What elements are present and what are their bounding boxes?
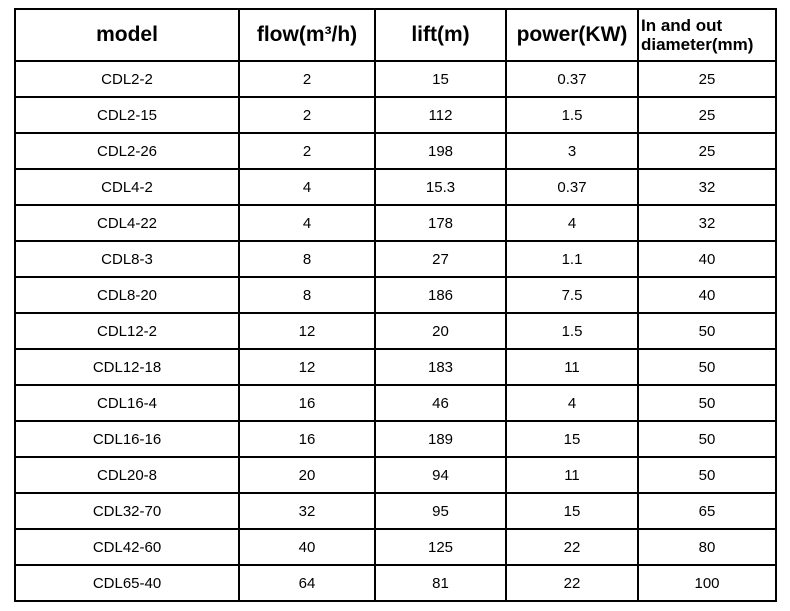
- table-row: CDL4-2 4 15.3 0.37 32: [14, 168, 777, 206]
- table-cell: 25: [637, 60, 777, 98]
- table-cell: 32: [637, 168, 777, 206]
- table-cell: 40: [637, 240, 777, 278]
- table-cell: CDL12-2: [14, 312, 240, 350]
- table-row: CDL20-8 20 94 11 50: [14, 456, 777, 494]
- table-row: CDL16-16 16 189 15 50: [14, 420, 777, 458]
- table-cell: 15.3: [374, 168, 507, 206]
- table-cell: 20: [374, 312, 507, 350]
- header-row: model flow(m³/h) lift(m) power(KW) In an…: [14, 8, 777, 62]
- table-row: CDL2-2 2 15 0.37 25: [14, 60, 777, 98]
- table-cell: 7.5: [505, 276, 639, 314]
- table-cell: 11: [505, 348, 639, 386]
- table-cell: 46: [374, 384, 507, 422]
- table-row: CDL8-20 8 186 7.5 40: [14, 276, 777, 314]
- table-cell: 100: [637, 564, 777, 602]
- table-cell: 64: [238, 564, 376, 602]
- table-cell: 189: [374, 420, 507, 458]
- table-cell: 32: [637, 204, 777, 242]
- col-header-model: model: [14, 8, 240, 62]
- table-cell: 1.5: [505, 96, 639, 134]
- col-header-power: power(KW): [505, 8, 639, 62]
- table-body: CDL2-2 2 15 0.37 25 CDL2-15 2 112 1.5 25 CDL2-26 2 1…: [14, 60, 777, 602]
- table-row: CDL2-15 2 112 1.5 25: [14, 96, 777, 134]
- table-row: CDL12-18 12 183 11 50: [14, 348, 777, 386]
- table-cell: 8: [238, 276, 376, 314]
- pump-spec-table-container: model flow(m³/h) lift(m) power(KW) In an…: [14, 8, 777, 602]
- pump-spec-table: model flow(m³/h) lift(m) power(KW) In an…: [14, 8, 777, 602]
- table-cell: 12: [238, 312, 376, 350]
- table-cell: CDL4-2: [14, 168, 240, 206]
- table-cell: CDL12-18: [14, 348, 240, 386]
- table-row: CDL32-70 32 95 15 65: [14, 492, 777, 530]
- table-cell: CDL32-70: [14, 492, 240, 530]
- table-cell: CDL20-8: [14, 456, 240, 494]
- table-cell: 65: [637, 492, 777, 530]
- table-cell: CDL16-4: [14, 384, 240, 422]
- table-cell: 1.1: [505, 240, 639, 278]
- table-cell: 12: [238, 348, 376, 386]
- table-cell: 22: [505, 528, 639, 566]
- table-cell: 11: [505, 456, 639, 494]
- table-cell: 15: [505, 420, 639, 458]
- table-cell: CDL2-2: [14, 60, 240, 98]
- table-cell: 50: [637, 420, 777, 458]
- table-cell: 25: [637, 96, 777, 134]
- table-row: CDL42-60 40 125 22 80: [14, 528, 777, 566]
- table-cell: CDL8-3: [14, 240, 240, 278]
- table-row: CDL12-2 12 20 1.5 50: [14, 312, 777, 350]
- table-cell: 4: [238, 168, 376, 206]
- table-cell: 25: [637, 132, 777, 170]
- table-cell: CDL42-60: [14, 528, 240, 566]
- table-cell: 178: [374, 204, 507, 242]
- table-row: CDL4-22 4 178 4 32: [14, 204, 777, 242]
- table-cell: 50: [637, 384, 777, 422]
- table-cell: 20: [238, 456, 376, 494]
- table-cell: 80: [637, 528, 777, 566]
- table-cell: 2: [238, 60, 376, 98]
- table-cell: 4: [505, 384, 639, 422]
- table-cell: CDL16-16: [14, 420, 240, 458]
- table-cell: 186: [374, 276, 507, 314]
- table-cell: CDL2-15: [14, 96, 240, 134]
- table-cell: 16: [238, 420, 376, 458]
- table-cell: 0.37: [505, 60, 639, 98]
- col-header-diameter: In and out diameter(mm): [637, 8, 777, 62]
- table-cell: 2: [238, 96, 376, 134]
- table-cell: 183: [374, 348, 507, 386]
- table-cell: 15: [505, 492, 639, 530]
- table-cell: 4: [238, 204, 376, 242]
- table-cell: 1.5: [505, 312, 639, 350]
- table-cell: CDL4-22: [14, 204, 240, 242]
- table-cell: 3: [505, 132, 639, 170]
- table-cell: CDL65-40: [14, 564, 240, 602]
- table-cell: 81: [374, 564, 507, 602]
- table-cell: 50: [637, 312, 777, 350]
- table-cell: 125: [374, 528, 507, 566]
- table-cell: CDL8-20: [14, 276, 240, 314]
- col-header-flow: flow(m³/h): [238, 8, 376, 62]
- table-cell: 22: [505, 564, 639, 602]
- table-cell: 27: [374, 240, 507, 278]
- table-row: CDL16-4 16 46 4 50: [14, 384, 777, 422]
- table-cell: 40: [238, 528, 376, 566]
- table-cell: 0.37: [505, 168, 639, 206]
- table-cell: 50: [637, 456, 777, 494]
- table-cell: 32: [238, 492, 376, 530]
- table-row: CDL8-3 8 27 1.1 40: [14, 240, 777, 278]
- table-cell: CDL2-26: [14, 132, 240, 170]
- table-cell: 4: [505, 204, 639, 242]
- table-row: CDL2-26 2 198 3 25: [14, 132, 777, 170]
- table-cell: 50: [637, 348, 777, 386]
- table-cell: 8: [238, 240, 376, 278]
- col-header-lift: lift(m): [374, 8, 507, 62]
- table-cell: 16: [238, 384, 376, 422]
- table-cell: 94: [374, 456, 507, 494]
- table-cell: 95: [374, 492, 507, 530]
- table-cell: 112: [374, 96, 507, 134]
- table-cell: 15: [374, 60, 507, 98]
- table-row: CDL65-40 64 81 22 100: [14, 564, 777, 602]
- table-cell: 198: [374, 132, 507, 170]
- table-cell: 2: [238, 132, 376, 170]
- table-cell: 40: [637, 276, 777, 314]
